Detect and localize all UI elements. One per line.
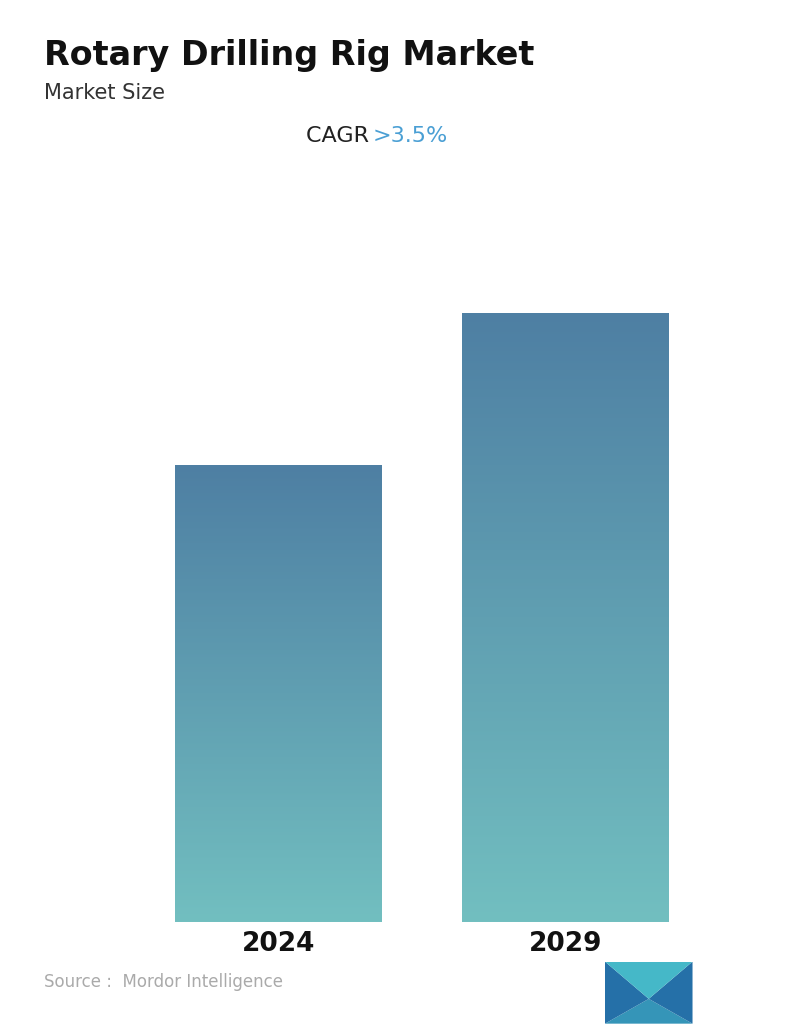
Text: 2024: 2024	[242, 931, 315, 956]
Text: Rotary Drilling Rig Market: Rotary Drilling Rig Market	[44, 39, 534, 72]
Text: Source :  Mordor Intelligence: Source : Mordor Intelligence	[44, 973, 283, 991]
Polygon shape	[605, 962, 693, 999]
Polygon shape	[605, 962, 649, 1024]
Text: Market Size: Market Size	[44, 83, 165, 102]
Polygon shape	[605, 999, 693, 1024]
Text: >3.5%: >3.5%	[373, 126, 448, 146]
Text: 2029: 2029	[529, 931, 602, 956]
Polygon shape	[649, 962, 693, 1024]
Text: CAGR: CAGR	[306, 126, 377, 146]
